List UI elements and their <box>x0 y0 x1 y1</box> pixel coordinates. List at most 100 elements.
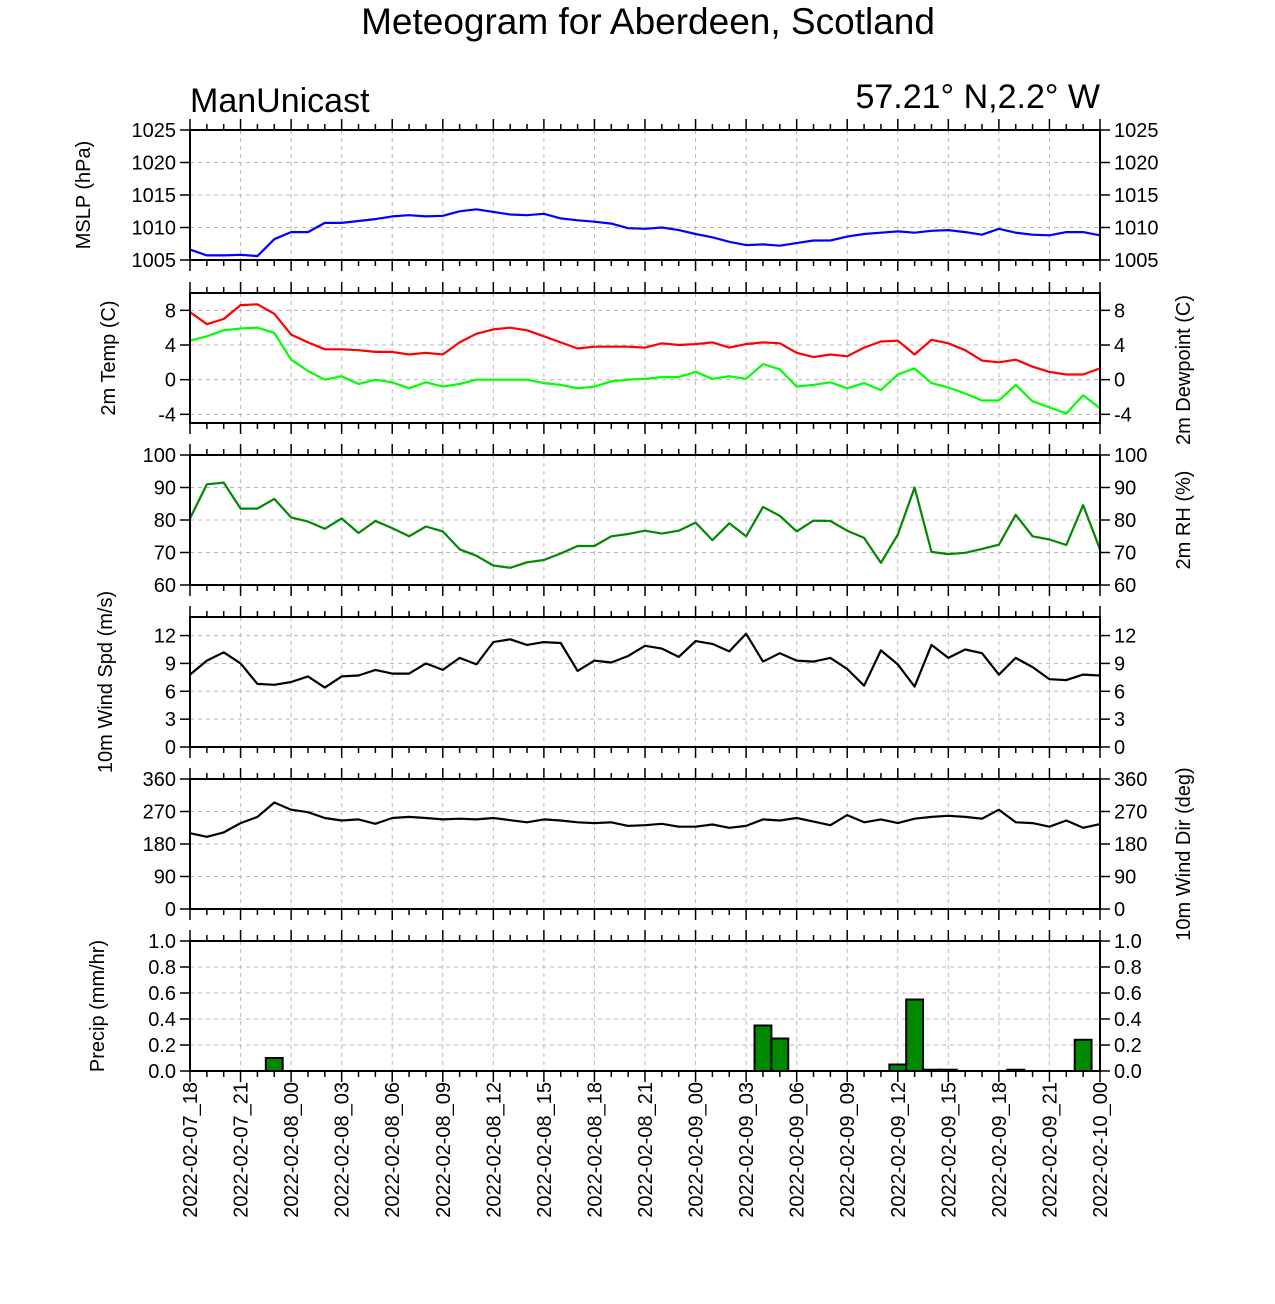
x-tick-label: 2022-02-07_21 <box>231 1082 253 1218</box>
y-tick-label-right: 0.8 <box>1114 957 1142 979</box>
y-tick-label: 1005 <box>132 250 177 272</box>
panel-6: 0.0 0.0 0.2 0.2 0.4 0.4 0.6 0.6 0.8 0.8 1.0 1.0 Prec… <box>87 930 1142 1083</box>
y-axis-label: 10m Wind Spd (m/s) <box>95 591 117 773</box>
y-tick-label-right: 9 <box>1114 653 1125 675</box>
y-tick-label: 1.0 <box>148 931 176 953</box>
y-tick-label-right: 1010 <box>1114 218 1159 240</box>
panel-4: 0 0 3 3 6 6 9 9 12 12 10m Wind Spd (m/s) <box>95 591 1136 773</box>
y-tick-label-right: 0.2 <box>1114 1035 1142 1057</box>
precip-bar <box>1073 1038 1093 1073</box>
y-tick-label: 1020 <box>132 153 177 175</box>
precip-bar <box>264 1057 284 1072</box>
y-tick-label-right: 270 <box>1114 802 1147 824</box>
y-tick-label-right: 4 <box>1114 335 1125 357</box>
panel-3: 60 60 70 70 80 80 90 90 100 100 2m RH (%) <box>143 444 1195 597</box>
y-axis-label-right: 2m RH (%) <box>1173 471 1195 570</box>
x-tick-label: 2022-02-08_00 <box>281 1082 303 1218</box>
y-tick-label: 1025 <box>132 120 177 142</box>
y-tick-label-right: 90 <box>1114 478 1136 500</box>
y-tick-label-right: 0 <box>1114 737 1125 759</box>
y-tick-label: 8 <box>165 300 176 322</box>
y-tick-label: 6 <box>165 681 176 703</box>
y-tick-label: 0.4 <box>148 1009 176 1031</box>
x-tick-label: 2022-02-09_21 <box>1039 1082 1061 1218</box>
series-line-1 <box>189 801 1101 838</box>
panel-5: 0 0 90 90 180 180 270 270 360 360 10m Wind Dir (de… <box>143 767 1195 940</box>
y-tick-label: 1010 <box>132 218 177 240</box>
x-tick-label: 2022-02-08_03 <box>332 1082 354 1218</box>
panel-1: 1005 1005 1010 1010 1015 1015 1020 1020 1025 1025… <box>73 119 1159 272</box>
x-tick-label: 2022-02-08_18 <box>584 1082 606 1218</box>
y-axis-label: 2m Temp (C) <box>98 300 120 415</box>
y-tick-label-right: 3 <box>1114 709 1125 731</box>
chart-title: Meteogram for Aberdeen, Scotland <box>361 1 935 42</box>
y-tick-label: 0.8 <box>148 957 176 979</box>
x-tick-label: 2022-02-10_00 <box>1090 1082 1112 1218</box>
y-tick-label-right: 1015 <box>1114 185 1159 207</box>
precip-bar <box>753 1024 773 1072</box>
y-tick-label: 270 <box>143 802 176 824</box>
precip-bar <box>770 1037 790 1072</box>
y-axis-label: MSLP (hPa) <box>73 141 95 250</box>
y-tick-label-right: 12 <box>1114 626 1136 648</box>
y-tick-label-right: 60 <box>1114 575 1136 597</box>
y-tick-label-right: 360 <box>1114 769 1147 791</box>
x-tick-label: 2022-02-09_12 <box>888 1082 910 1218</box>
series-line-1 <box>189 632 1101 689</box>
y-tick-label-right: 0.0 <box>1114 1061 1142 1083</box>
x-tick-label: 2022-02-08_21 <box>635 1082 657 1218</box>
y-tick-label-right: 100 <box>1114 445 1147 467</box>
y-tick-label: 0.2 <box>148 1035 176 1057</box>
x-tick-label: 2022-02-09_09 <box>837 1082 859 1218</box>
y-tick-label: -4 <box>158 404 176 426</box>
y-tick-label: 100 <box>143 445 176 467</box>
y-tick-label: 0 <box>165 899 176 921</box>
y-tick-label: 360 <box>143 769 176 791</box>
x-tick-label: 2022-02-08_06 <box>382 1082 404 1218</box>
panels: 1005 1005 1010 1010 1015 1015 1020 1020 1025 1025… <box>73 119 1195 1218</box>
y-tick-label-right: 1025 <box>1114 120 1159 142</box>
precip-bar <box>905 998 925 1072</box>
y-tick-label-right: -4 <box>1114 404 1132 426</box>
x-tick-label: 2022-02-09_15 <box>938 1082 960 1218</box>
y-axis-label-right: 10m Wind Dir (deg) <box>1173 767 1195 940</box>
x-tick-label: 2022-02-09_18 <box>989 1082 1011 1218</box>
y-tick-label-right: 0 <box>1114 899 1125 921</box>
y-tick-label: 80 <box>154 510 176 532</box>
y-tick-label: 90 <box>154 478 176 500</box>
x-tick-label: 2022-02-09_03 <box>736 1082 758 1218</box>
y-tick-label-right: 70 <box>1114 543 1136 565</box>
x-tick-label: 2022-02-09_06 <box>787 1082 809 1218</box>
x-tick-label: 2022-02-09_00 <box>686 1082 708 1218</box>
y-tick-label: 0 <box>165 737 176 759</box>
y-tick-label-right: 8 <box>1114 300 1125 322</box>
y-tick-label-right: 1.0 <box>1114 931 1142 953</box>
y-tick-label: 4 <box>165 335 176 357</box>
y-tick-label: 90 <box>154 867 176 889</box>
x-tick-label: 2022-02-08_15 <box>534 1082 556 1218</box>
y-tick-label-right: 0.6 <box>1114 983 1142 1005</box>
y-tick-label-right: 1005 <box>1114 250 1159 272</box>
series-line-1 <box>189 208 1101 258</box>
y-tick-label: 60 <box>154 575 176 597</box>
x-tick-label: 2022-02-08_12 <box>483 1082 505 1218</box>
y-tick-label: 0.6 <box>148 983 176 1005</box>
y-tick-label: 9 <box>165 653 176 675</box>
y-axis-label: Precip (mm/hr) <box>87 940 109 1072</box>
y-tick-label: 70 <box>154 543 176 565</box>
series-line-1 <box>189 303 1101 376</box>
y-tick-label-right: 6 <box>1114 681 1125 703</box>
y-tick-label-right: 80 <box>1114 510 1136 532</box>
x-tick-label: 2022-02-08_09 <box>433 1082 455 1218</box>
y-tick-label: 3 <box>165 709 176 731</box>
location-label: 57.21° N,2.2° W <box>855 78 1100 116</box>
model-label: ManUnicast <box>190 82 370 120</box>
y-tick-label: 0.0 <box>148 1061 176 1083</box>
series-line-1 <box>189 481 1102 569</box>
x-tick-label: 2022-02-07_18 <box>180 1082 202 1218</box>
y-tick-label-right: 90 <box>1114 867 1136 889</box>
panel-2: -4 -4 0 0 4 4 8 8 2m Temp (C) 2m Dewpoint (C) <box>98 282 1195 445</box>
y-tick-label-right: 1020 <box>1114 153 1159 175</box>
